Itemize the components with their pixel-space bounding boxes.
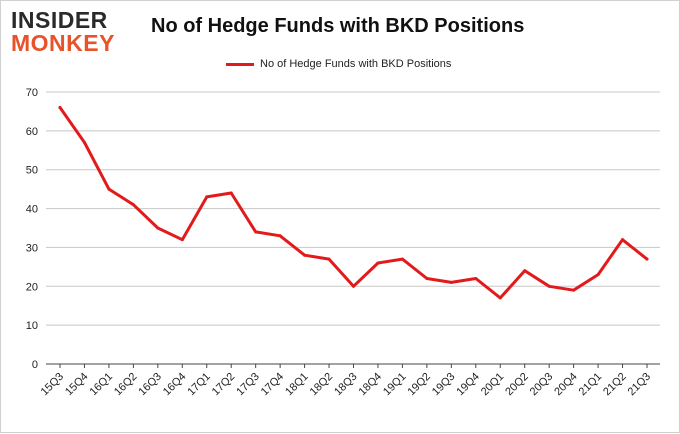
data-point (547, 284, 551, 288)
data-point (376, 261, 380, 265)
data-point (645, 257, 649, 261)
x-tick-label: 18Q3 (332, 371, 360, 399)
logo-line-1: INSIDER (11, 7, 108, 33)
data-point (303, 253, 307, 257)
x-tick-label: 19Q3 (430, 371, 458, 399)
x-tick-label: 20Q3 (528, 371, 556, 399)
x-tick-label: 18Q1 (283, 371, 311, 399)
x-tick-label: 16Q2 (112, 371, 140, 399)
x-tick-label: 19Q2 (405, 371, 433, 399)
y-tick-label-50: 50 (26, 165, 38, 177)
data-point (352, 284, 355, 288)
data-point (523, 269, 527, 273)
data-point (425, 277, 429, 281)
x-tick-label: 17Q3 (234, 371, 262, 399)
x-tick-label: 21Q2 (601, 371, 629, 399)
series-line-0 (58, 106, 649, 300)
chart-legend: No of Hedge Funds with BKD Positions (226, 56, 451, 72)
data-point (400, 257, 404, 261)
x-tick-label: 20Q1 (479, 371, 507, 399)
data-point (205, 195, 209, 199)
y-tick-label-30: 30 (26, 242, 38, 254)
data-point (229, 191, 233, 195)
logo-line-2: MONKEY (11, 30, 115, 56)
chart-title: No of Hedge Funds with BKD Positions (151, 15, 525, 37)
legend-swatch (226, 62, 254, 66)
x-tick-label: 18Q2 (308, 371, 336, 399)
data-point (131, 203, 135, 207)
y-tick-label-40: 40 (26, 204, 38, 216)
y-tick-label-60: 60 (26, 126, 38, 138)
x-tick-label: 17Q2 (210, 371, 238, 399)
x-tick-label: 19Q1 (381, 371, 409, 399)
x-tick-label: 18Q4 (357, 371, 385, 399)
insider-monkey-logo: INSIDER MONKEY (11, 9, 133, 57)
y-tick-label-10: 10 (26, 320, 38, 332)
data-point (596, 273, 600, 277)
x-tick-label: 16Q4 (161, 371, 189, 399)
y-tick-label-20: 20 (26, 281, 38, 293)
x-tick-label: 17Q4 (259, 371, 287, 399)
y-tick-label-0: 0 (32, 359, 38, 371)
x-tick-label: 17Q1 (185, 371, 213, 399)
x-tick-label: 16Q3 (136, 371, 164, 399)
data-point (621, 238, 625, 242)
data-point (82, 141, 86, 145)
x-tick-label: 16Q1 (88, 371, 116, 399)
data-point (58, 106, 62, 110)
data-point (449, 280, 453, 284)
legend-label: No of Hedge Funds with BKD Positions (260, 58, 452, 70)
data-point (107, 187, 111, 191)
x-tick-label: 20Q2 (503, 371, 531, 399)
data-point (180, 238, 184, 242)
x-tick-label: 21Q3 (626, 371, 654, 399)
data-point (572, 288, 576, 292)
data-point (254, 230, 258, 234)
data-point (278, 234, 282, 238)
x-tick-label: 19Q4 (454, 371, 482, 399)
x-tick-label: 15Q3 (39, 371, 67, 399)
y-tick-label-70: 70 (26, 87, 38, 99)
x-tick-label: 15Q4 (63, 371, 91, 399)
data-point (498, 296, 502, 300)
data-point (327, 257, 331, 261)
data-point (474, 277, 478, 281)
x-tick-label: 20Q4 (552, 371, 580, 399)
data-point (156, 226, 160, 230)
x-tick-label: 21Q1 (577, 371, 605, 399)
